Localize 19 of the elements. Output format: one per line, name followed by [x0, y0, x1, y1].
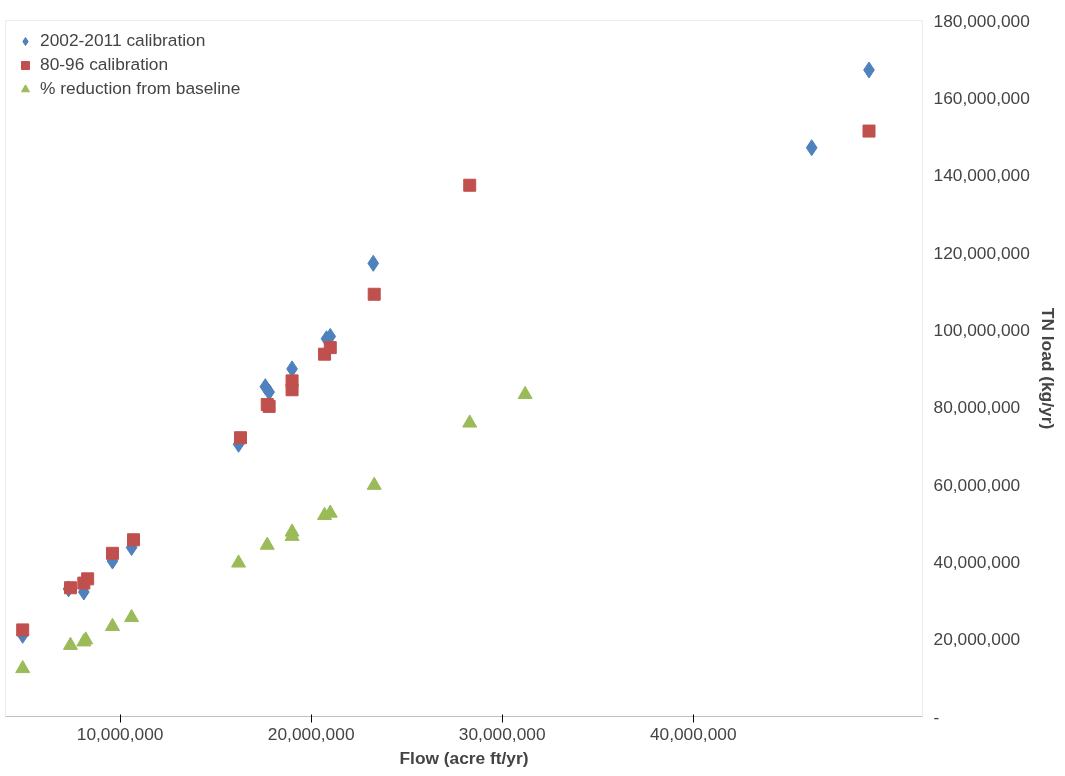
x-tick-label: 40,000,000 — [649, 723, 737, 744]
y-tick-label: 120,000,000 — [933, 242, 1030, 263]
legend-label: 2002-2011 calibration — [40, 30, 206, 51]
legend-label: % reduction from baseline — [40, 78, 241, 99]
y-tick-label: 140,000,000 — [933, 165, 1030, 186]
y-tick-label: 40,000,000 — [933, 551, 1021, 572]
y-tick-label: 180,000,000 — [933, 10, 1030, 31]
y-tick-label: 20,000,000 — [933, 629, 1021, 650]
y-tick-label: 100,000,000 — [933, 319, 1030, 340]
y-tick-label: 80,000,000 — [933, 397, 1021, 418]
x-tick-label: 30,000,000 — [458, 723, 546, 744]
y-tick-label: 60,000,000 — [933, 474, 1021, 495]
legend-label: 80-96 calibration — [40, 54, 169, 75]
y-tick-label: 160,000,000 — [933, 87, 1030, 108]
y-axis-title: TN load (kg/yr) — [1037, 307, 1058, 430]
x-tick-label: 20,000,000 — [267, 723, 355, 744]
x-axis-title: Flow (acre ft/yr) — [399, 747, 529, 768]
y-tick-label: - — [933, 706, 940, 727]
x-tick-label: 10,000,000 — [76, 723, 164, 744]
